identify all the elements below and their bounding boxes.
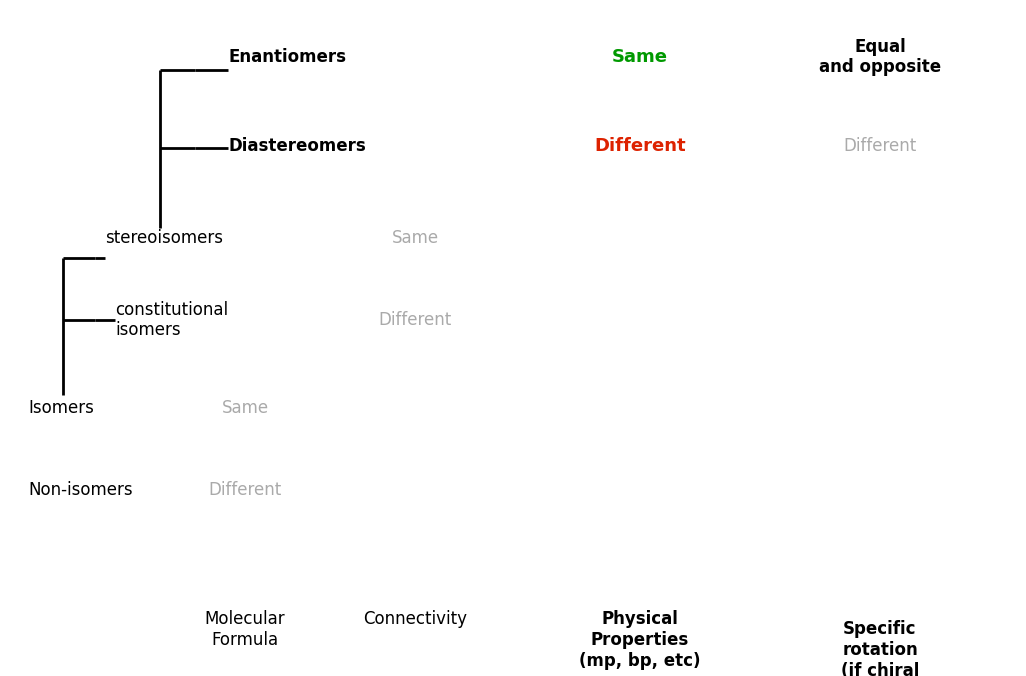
Text: Physical
Properties
(mp, bp, etc): Physical Properties (mp, bp, etc) [580, 610, 701, 670]
Text: Different: Different [379, 311, 451, 329]
Text: Different: Different [594, 137, 685, 155]
Text: Same: Same [392, 229, 438, 247]
Text: Isomers: Isomers [28, 399, 93, 417]
Text: Same: Same [611, 48, 668, 66]
Text: Equal
and opposite: Equal and opposite [819, 38, 941, 76]
Text: Different: Different [843, 137, 916, 155]
Text: constitutional
isomers: constitutional isomers [115, 301, 228, 339]
Text: Molecular
Formula: Molecular Formula [205, 610, 285, 649]
Text: Specific
rotation
(if chiral
and non-
racemic): Specific rotation (if chiral and non- ra… [839, 620, 921, 676]
Text: Different: Different [208, 481, 281, 499]
Text: Same: Same [222, 399, 269, 417]
Text: stereoisomers: stereoisomers [105, 229, 223, 247]
Text: Diastereomers: Diastereomers [228, 137, 365, 155]
Text: Enantiomers: Enantiomers [228, 48, 346, 66]
Text: Non-isomers: Non-isomers [28, 481, 132, 499]
Text: Connectivity: Connectivity [363, 610, 467, 628]
